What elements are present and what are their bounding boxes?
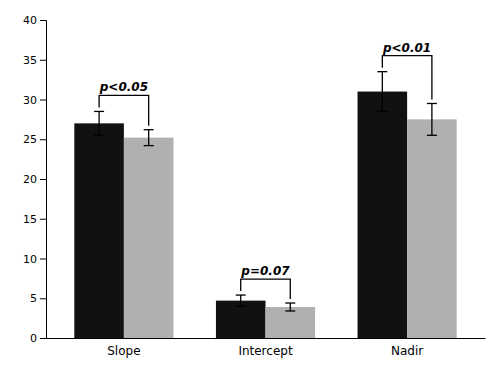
error-bar-cap	[377, 71, 387, 72]
x-axis: Slope Intercept Nadir	[47, 338, 486, 358]
annotations: p<0.05 p=0.07 p<0.01	[99, 41, 431, 278]
error-bar-stem	[431, 103, 432, 135]
y-tick: 20	[23, 173, 46, 186]
y-tick: 30	[23, 94, 46, 107]
x-tick-label: Nadir	[391, 344, 423, 358]
error-bar-cap	[285, 310, 295, 311]
bar	[407, 119, 457, 338]
series	[124, 103, 457, 338]
error-bar-cap	[427, 135, 437, 136]
error-bar	[427, 103, 437, 135]
bar	[74, 123, 124, 338]
y-tick: 0	[30, 332, 46, 345]
y-tick-label: 5	[30, 292, 37, 305]
y-tick-label: 40	[23, 14, 37, 27]
y-tick-label: 30	[23, 94, 37, 107]
error-bar	[144, 130, 154, 146]
error-bar	[236, 295, 246, 306]
y-tick: 5	[30, 292, 46, 305]
error-bar-stem	[148, 130, 149, 146]
error-bar-cap	[285, 302, 295, 303]
y-tick-mark	[40, 60, 46, 61]
y-tick-mark	[40, 298, 46, 299]
significance-label: p<0.01	[382, 41, 431, 55]
x-tick-label: Intercept	[238, 344, 293, 358]
error-bar-stem	[290, 303, 291, 311]
error-bar-stem	[240, 295, 241, 306]
x-tick: Intercept	[238, 338, 293, 358]
error-bar-stem	[98, 111, 99, 135]
y-tick-label: 10	[23, 253, 37, 266]
chart: 0 5 10 15 20 25 30 35 40 Slope Intercept Nadir p<0.0…	[0, 0, 500, 374]
x-tick: Nadir	[391, 338, 423, 358]
plot: 0 5 10 15 20 25 30 35 40 Slope Intercept Nadir p<0.0…	[23, 14, 486, 358]
y-tick-mark	[40, 259, 46, 260]
bar	[266, 307, 316, 338]
error-bar-cap	[236, 294, 246, 295]
brackets	[99, 56, 432, 299]
y-tick-mark	[40, 179, 46, 180]
y-tick-label: 15	[23, 213, 37, 226]
x-tick: Slope	[107, 338, 140, 358]
error-bar-cap	[236, 306, 246, 307]
y-tick-label: 0	[30, 332, 37, 345]
significance-bracket	[241, 279, 291, 299]
bar	[216, 301, 266, 338]
error-bar	[377, 72, 387, 112]
bar	[124, 138, 174, 338]
y-tick-mark	[40, 20, 46, 21]
error-bar-stem	[382, 72, 383, 112]
series	[74, 72, 407, 338]
significance-bracket	[99, 95, 149, 125]
error-bar-cap	[94, 135, 104, 136]
significance-bracket	[382, 56, 432, 100]
x-tick-label: Slope	[107, 344, 140, 358]
significance-label: p=0.07	[240, 264, 290, 278]
y-axis: 0 5 10 15 20 25 30 35 40	[23, 14, 47, 345]
y-tick: 35	[23, 54, 46, 67]
y-tick-label: 25	[23, 133, 37, 146]
error-bar	[285, 303, 295, 311]
error-bar-cap	[427, 103, 437, 104]
x-axis-line	[47, 338, 486, 339]
y-tick-mark	[40, 100, 46, 101]
y-tick: 40	[23, 14, 46, 27]
error-bar-cap	[94, 111, 104, 112]
error-bar-cap	[144, 145, 154, 146]
y-axis-line	[40, 21, 47, 339]
error-bar	[94, 111, 104, 135]
y-tick: 15	[23, 213, 46, 226]
y-tick-label: 20	[23, 173, 37, 186]
error-bar-cap	[377, 111, 387, 112]
significance-label: p<0.05	[99, 80, 148, 94]
y-tick-label: 35	[23, 54, 37, 67]
y-tick: 25	[23, 133, 46, 146]
y-tick-mark	[40, 338, 46, 339]
y-tick-mark	[40, 139, 46, 140]
y-tick: 10	[23, 253, 46, 266]
marks	[74, 72, 456, 338]
y-tick-mark	[40, 219, 46, 220]
bar	[358, 92, 408, 338]
error-bar-cap	[144, 129, 154, 130]
